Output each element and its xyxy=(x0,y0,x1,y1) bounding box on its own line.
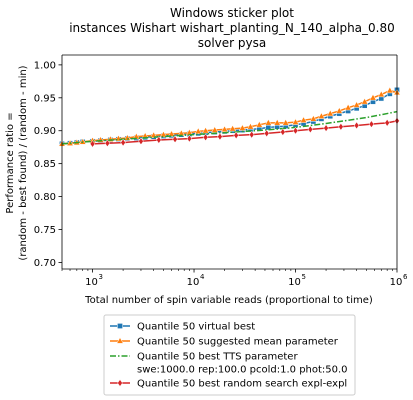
y-tick-label: 0.75 xyxy=(34,225,56,236)
series-line xyxy=(61,110,398,145)
data-point xyxy=(323,124,329,132)
data-point xyxy=(202,133,209,142)
y-tick-label: 1.00 xyxy=(34,60,56,71)
x-tick-label: 10 xyxy=(390,277,403,288)
legend: Quantile 50 virtual best Quantile 50 sugg… xyxy=(103,314,356,396)
legend-label: Quantile 50 suggested mean parameter xyxy=(137,337,339,348)
data-point xyxy=(307,125,314,134)
series-3 xyxy=(61,110,398,145)
data-point xyxy=(156,136,162,144)
legend-marker xyxy=(117,323,123,329)
x-tick-label: 10 xyxy=(85,277,98,288)
y-tick-label: 0.85 xyxy=(34,159,56,170)
data-point xyxy=(309,114,318,122)
data-point xyxy=(89,140,96,148)
x-tick-label-exponent: 4 xyxy=(200,273,205,281)
data-point xyxy=(150,131,158,138)
y-tick-label: 0.95 xyxy=(34,93,56,104)
y-tick-label: 0.80 xyxy=(34,192,56,203)
data-point xyxy=(291,118,300,125)
data-point xyxy=(282,118,290,126)
data-point xyxy=(104,139,111,148)
data-point xyxy=(369,93,377,101)
x-tick-label: 10 xyxy=(288,277,301,288)
data-point xyxy=(368,120,375,128)
data-point xyxy=(264,118,272,126)
data-point xyxy=(120,138,126,147)
data-point xyxy=(248,130,255,139)
legend-entry-4: Quantile 50 best random search expl-expl xyxy=(110,379,347,390)
legend-entry-3: Quantile 50 best TTS parameter swe:1000.0… xyxy=(110,352,348,376)
data-point xyxy=(292,126,299,135)
data-point xyxy=(220,125,229,133)
data-point xyxy=(377,90,385,98)
data-point xyxy=(338,122,344,131)
data-point xyxy=(263,129,270,138)
data-point xyxy=(186,134,193,143)
legend-marker xyxy=(116,337,124,344)
data-point xyxy=(211,126,219,133)
legend-label: Quantile 50 best random search expl-expl xyxy=(137,379,347,390)
y-tick-label: 0.70 xyxy=(34,258,56,269)
data-point xyxy=(123,134,131,141)
data-point xyxy=(255,120,263,128)
data-point xyxy=(172,135,178,144)
data-point xyxy=(280,128,286,136)
legend-label-line-2: swe:1000.0 rep:100.0 pcold:1.0 phot:50.0 xyxy=(137,365,348,376)
data-point xyxy=(273,118,281,126)
legend-frame xyxy=(103,314,356,396)
data-point xyxy=(217,132,223,141)
series-4 xyxy=(89,117,400,148)
series-2 xyxy=(58,86,401,147)
y-tick-label: 0.90 xyxy=(34,126,56,137)
data-point xyxy=(361,97,369,105)
data-point xyxy=(238,124,247,131)
data-point xyxy=(159,130,168,138)
data-point xyxy=(353,121,360,130)
data-point xyxy=(201,126,210,134)
x-axis-label: Total number of spin variable reads (pro… xyxy=(84,295,373,306)
data-point xyxy=(138,137,144,146)
data-point xyxy=(194,127,202,135)
data-point xyxy=(335,107,343,114)
data-point xyxy=(344,103,352,111)
chart-title-line-3: solver pysa xyxy=(198,36,266,50)
y-axis-label-line-1: Performance ratio = xyxy=(5,112,16,213)
data-point xyxy=(246,122,255,130)
x-tick-label-exponent: 6 xyxy=(403,273,408,281)
legend-entry-2: Quantile 50 suggested mean parameter xyxy=(110,337,339,348)
data-point xyxy=(228,124,237,132)
plot-area: 10 3 10 4 10 5 10 60.700.750.800.850.900.951.00 xyxy=(34,54,408,288)
data-point xyxy=(326,109,334,117)
series-line xyxy=(61,89,398,145)
legend-marker xyxy=(117,379,123,387)
chart-title-line-1: Windows sticker plot xyxy=(170,6,294,20)
legend-entry-1: Quantile 50 virtual best xyxy=(110,322,255,333)
data-point xyxy=(167,130,176,137)
data-point xyxy=(299,116,308,123)
data-point xyxy=(352,101,361,108)
chart-title-line-2: instances Wishart wishart_planting_N_140… xyxy=(69,21,395,35)
y-axis-label-line-2: (random - best found) / (random - min) xyxy=(18,65,29,260)
data-point xyxy=(384,118,390,127)
data-point xyxy=(386,86,394,94)
data-point xyxy=(233,131,239,140)
x-tick-label-exponent: 3 xyxy=(99,273,103,281)
x-tick-label-exponent: 5 xyxy=(302,273,306,281)
x-tick-label: 10 xyxy=(187,277,200,288)
legend-label: Quantile 50 virtual best xyxy=(137,322,255,333)
legend-label: Quantile 50 best TTS parameter xyxy=(137,352,298,363)
data-point xyxy=(317,112,326,119)
